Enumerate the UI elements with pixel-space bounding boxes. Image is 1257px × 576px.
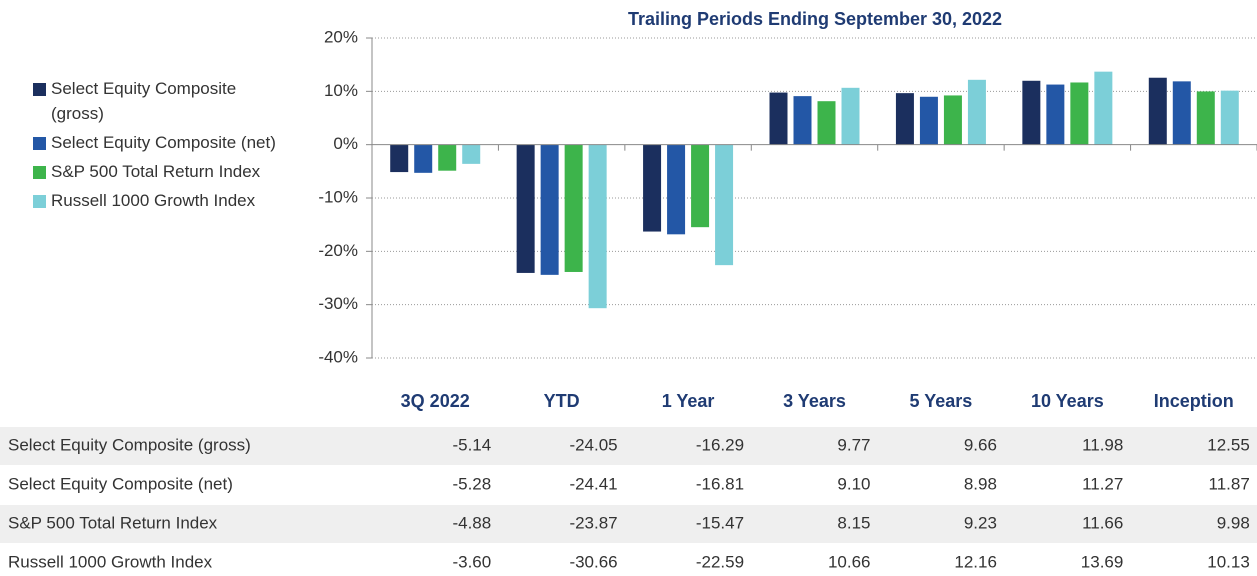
legend-item: Select Equity Composite (net) [33, 130, 283, 155]
table-cell: -23.87 [569, 513, 617, 532]
bar [715, 144, 734, 266]
row-label: Select Equity Composite (net) [8, 474, 233, 493]
table-cell: 9.77 [837, 435, 870, 454]
row-label: Russell 1000 Growth Index [8, 552, 213, 571]
bar [438, 144, 457, 171]
legend-label: S&P 500 Total Return Index [51, 162, 261, 181]
legend-swatch [33, 166, 46, 179]
table-cell: 9.98 [1217, 513, 1250, 532]
table-cell: 11.98 [1082, 435, 1123, 454]
legend-label: Select Equity Composite (gross) [51, 79, 237, 123]
x-tick-label: 3Q 2022 [401, 391, 470, 411]
bar [1172, 81, 1191, 145]
x-tick-label: 3 Years [783, 391, 846, 411]
y-tick-label: 10% [324, 81, 358, 100]
bar [691, 144, 710, 228]
legend: Select Equity Composite (gross) Select Eq… [33, 76, 283, 217]
bar [414, 144, 433, 173]
table-cell: -15.47 [696, 513, 744, 532]
bar [643, 144, 662, 232]
table-cell: -24.05 [569, 435, 617, 454]
chart-title: Trailing Periods Ending September 30, 20… [628, 9, 1002, 29]
bar [1022, 80, 1041, 145]
row-label: Select Equity Composite (gross) [8, 435, 251, 454]
table-cell: -16.29 [696, 435, 744, 454]
x-tick-label: 1 Year [662, 391, 715, 411]
bar [967, 79, 986, 145]
y-tick-label: -20% [318, 241, 358, 260]
legend-item: Select Equity Composite (gross) [33, 76, 283, 126]
bar [817, 101, 836, 145]
bar [667, 144, 686, 235]
x-tick-label: 10 Years [1031, 391, 1104, 411]
legend-swatch [33, 195, 46, 208]
table-cell: 8.15 [837, 513, 870, 532]
bar [943, 95, 962, 145]
table-cell: 9.66 [964, 435, 997, 454]
table-cell: 11.87 [1209, 474, 1250, 493]
table-cell: -5.14 [452, 435, 491, 454]
table-cell: 10.13 [1207, 552, 1250, 571]
legend-item: S&P 500 Total Return Index [33, 159, 283, 184]
bar [1148, 77, 1167, 145]
table-cell: -3.60 [452, 552, 491, 571]
bar [462, 144, 481, 164]
table-cell: -4.88 [452, 513, 491, 532]
bar [769, 92, 788, 145]
table-cell: 12.16 [954, 552, 997, 571]
bar [1070, 82, 1089, 145]
row-label: S&P 500 Total Return Index [8, 513, 218, 532]
y-tick-label: 20% [324, 27, 358, 46]
table-cell: 13.69 [1081, 552, 1124, 571]
row-bg [0, 427, 1257, 465]
bar [1046, 84, 1065, 145]
x-tick-label: Inception [1154, 391, 1234, 411]
x-tick-label: YTD [544, 391, 580, 411]
legend-swatch [33, 137, 46, 150]
bar [895, 93, 914, 145]
bar [1094, 71, 1113, 145]
bar [1220, 90, 1239, 145]
table-cell: -24.41 [569, 474, 617, 493]
bar [564, 144, 583, 272]
table-cell: 11.66 [1082, 513, 1123, 532]
legend-swatch [33, 83, 46, 96]
y-tick-label: -40% [318, 347, 358, 366]
legend-label: Select Equity Composite (net) [51, 133, 276, 152]
y-tick-label: -10% [318, 187, 358, 206]
table-cell: -22.59 [696, 552, 744, 571]
y-tick-label: -30% [318, 294, 358, 313]
table-cell: -5.28 [452, 474, 491, 493]
legend-item: Russell 1000 Growth Index [33, 188, 283, 213]
table-cell: 9.23 [964, 513, 997, 532]
bar [516, 144, 535, 273]
bar [793, 96, 812, 145]
legend-label: Russell 1000 Growth Index [51, 191, 256, 210]
bar [588, 144, 607, 309]
table-cell: 8.98 [964, 474, 997, 493]
table-cell: -16.81 [696, 474, 744, 493]
row-bg [0, 505, 1257, 543]
table-cell: 9.10 [837, 474, 870, 493]
table-cell: -30.66 [569, 552, 617, 571]
table-cell: 11.27 [1082, 474, 1123, 493]
bar [540, 144, 559, 275]
table-cell: 12.55 [1207, 435, 1250, 454]
table-cell: 10.66 [828, 552, 871, 571]
bar [841, 87, 860, 145]
bar [919, 96, 938, 145]
y-tick-label: 0% [333, 134, 358, 153]
bar [390, 144, 409, 173]
x-tick-label: 5 Years [910, 391, 973, 411]
bar [1196, 91, 1215, 145]
